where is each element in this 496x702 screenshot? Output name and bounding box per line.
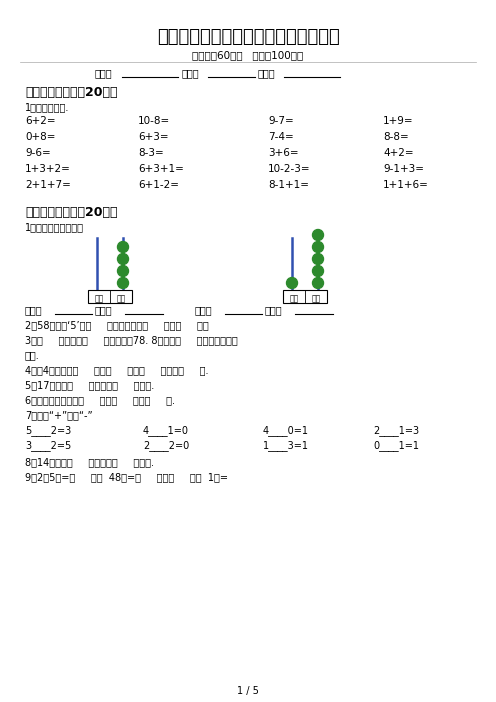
Text: 4、比4小的数有（     ），（     ），（     ）还有（     ）.: 4、比4小的数有（ ），（ ），（ ）还有（ ）. bbox=[25, 365, 208, 375]
Text: 1、直接写得数.: 1、直接写得数. bbox=[25, 102, 69, 112]
Bar bbox=[88, 290, 132, 303]
Circle shape bbox=[312, 277, 323, 289]
Circle shape bbox=[118, 277, 128, 289]
Text: 1 / 5: 1 / 5 bbox=[237, 686, 259, 696]
Circle shape bbox=[118, 265, 128, 277]
Text: 9-1+3=: 9-1+3= bbox=[383, 164, 424, 174]
Circle shape bbox=[312, 253, 323, 265]
Text: 9、2元5角=（     ）角  48角=（     ）元（     ）角  1元=: 9、2元5角=（ ）角 48角=（ ）元（ ）角 1元= bbox=[25, 472, 228, 482]
Text: 2____2=0: 2____2=0 bbox=[143, 440, 189, 451]
Text: 分数：: 分数： bbox=[258, 68, 276, 78]
Text: 10-2-3=: 10-2-3= bbox=[268, 164, 310, 174]
Text: 4____0=1: 4____0=1 bbox=[263, 425, 309, 436]
Text: 一百.: 一百. bbox=[25, 350, 40, 360]
Text: 8、14里面有（     ）个十和（     ）个一.: 8、14里面有（ ）个十和（ ）个一. bbox=[25, 457, 154, 467]
Text: 6+3=: 6+3= bbox=[138, 132, 169, 142]
Text: 2____1=3: 2____1=3 bbox=[373, 425, 419, 436]
Text: 10-8=: 10-8= bbox=[138, 116, 170, 126]
Text: 一、计算小能手（20分）: 一、计算小能手（20分） bbox=[25, 86, 118, 99]
Text: 5____2=3: 5____2=3 bbox=[25, 425, 71, 436]
Text: 十位: 十位 bbox=[289, 294, 299, 303]
Text: 4+2=: 4+2= bbox=[383, 148, 414, 158]
Text: 6+2=: 6+2= bbox=[25, 116, 56, 126]
Text: 十位: 十位 bbox=[94, 294, 104, 303]
Text: 6、人民币的单位有（     ），（     ），（     ）.: 6、人民币的单位有（ ），（ ），（ ）. bbox=[25, 395, 175, 405]
Circle shape bbox=[287, 277, 298, 289]
Text: 读作：: 读作： bbox=[95, 305, 113, 315]
Circle shape bbox=[312, 265, 323, 277]
Circle shape bbox=[118, 253, 128, 265]
Text: 0____1=1: 0____1=1 bbox=[373, 440, 419, 451]
Text: 2+1+7=: 2+1+7= bbox=[25, 180, 71, 190]
Text: 一年级数学下册期中考试题【含答案】: 一年级数学下册期中考试题【含答案】 bbox=[157, 28, 339, 46]
Text: 9-7=: 9-7= bbox=[268, 116, 294, 126]
Text: 3、（     ）个十和（     ）个一组成78. 8个十和（     ）个十合起来是: 3、（ ）个十和（ ）个一组成78. 8个十和（ ）个十合起来是 bbox=[25, 335, 238, 345]
Text: 姓名：: 姓名： bbox=[182, 68, 199, 78]
Text: 3____2=5: 3____2=5 bbox=[25, 440, 71, 451]
Text: 8-8=: 8-8= bbox=[383, 132, 409, 142]
Circle shape bbox=[312, 241, 323, 253]
Text: 1+9=: 1+9= bbox=[383, 116, 414, 126]
Text: 3+6=: 3+6= bbox=[268, 148, 299, 158]
Text: 4____1=0: 4____1=0 bbox=[143, 425, 189, 436]
Text: 8-3=: 8-3= bbox=[138, 148, 164, 158]
Text: （时间：60分钟   分数：100分）: （时间：60分钟 分数：100分） bbox=[192, 50, 304, 60]
Text: 7-4=: 7-4= bbox=[268, 132, 294, 142]
Text: 5、17里面有（     ）个十和（     ）个一.: 5、17里面有（ ）个十和（ ）个一. bbox=[25, 380, 154, 390]
Text: 读作：: 读作： bbox=[265, 305, 283, 315]
Text: 1____3=1: 1____3=1 bbox=[263, 440, 309, 451]
Text: 0+8=: 0+8= bbox=[25, 132, 56, 142]
Text: 6+1-2=: 6+1-2= bbox=[138, 180, 179, 190]
Text: 写作：: 写作： bbox=[195, 305, 213, 315]
Text: 二、填空题。（共20分）: 二、填空题。（共20分） bbox=[25, 206, 118, 219]
Circle shape bbox=[118, 241, 128, 253]
Circle shape bbox=[312, 230, 323, 241]
Text: 8-1+1=: 8-1+1= bbox=[268, 180, 309, 190]
Text: 班级：: 班级： bbox=[95, 68, 113, 78]
Text: 7、填上“+”或者“-”: 7、填上“+”或者“-” bbox=[25, 410, 93, 420]
Text: 写作：: 写作： bbox=[25, 305, 43, 315]
Text: 个位: 个位 bbox=[117, 294, 125, 303]
Text: 6+3+1=: 6+3+1= bbox=[138, 164, 184, 174]
Text: 1+1+6=: 1+1+6= bbox=[383, 180, 429, 190]
Text: 2、58里面的‘5’在（     ）位上，表示（     ）个（     ）。: 2、58里面的‘5’在（ ）位上，表示（ ）个（ ）。 bbox=[25, 320, 209, 330]
Text: 1、写一写，读一读。: 1、写一写，读一读。 bbox=[25, 222, 84, 232]
Text: 9-6=: 9-6= bbox=[25, 148, 51, 158]
Text: 个位: 个位 bbox=[311, 294, 320, 303]
Text: 1+3+2=: 1+3+2= bbox=[25, 164, 71, 174]
Bar bbox=[283, 290, 327, 303]
